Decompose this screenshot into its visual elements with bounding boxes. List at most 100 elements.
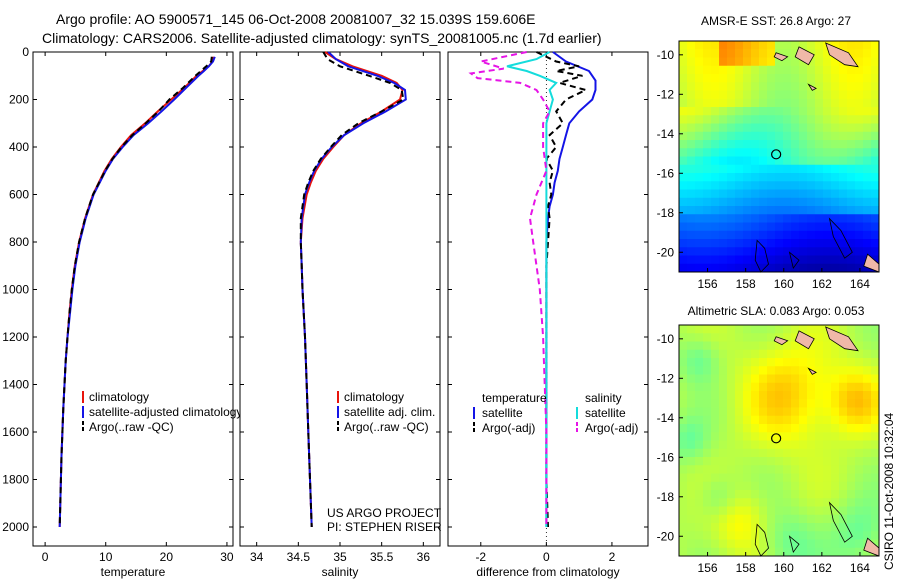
grid-cell	[791, 131, 800, 141]
grid-cell	[751, 230, 760, 240]
grid-cell	[727, 424, 736, 433]
grid-cell	[759, 465, 768, 474]
series-line-argo-raw-qc-	[299, 51, 405, 528]
grid-cell	[863, 457, 872, 466]
grid-cell	[735, 255, 744, 265]
grid-cell	[679, 391, 688, 400]
grid-cell	[719, 358, 728, 367]
grid-cell	[783, 514, 792, 524]
grid-cell	[823, 473, 832, 483]
grid-cell	[727, 255, 736, 265]
grid-cell	[871, 123, 880, 133]
grid-cell	[679, 415, 688, 425]
legend-label: climatology	[344, 390, 404, 404]
y-tick-label: -20	[657, 529, 675, 543]
grid-cell	[743, 123, 752, 133]
grid-cell	[855, 407, 864, 417]
grid-cell	[735, 214, 744, 223]
grid-cell	[775, 415, 784, 425]
reef-outline	[754, 239, 769, 273]
grid-cell	[767, 391, 776, 400]
grid-cell	[743, 156, 752, 166]
grid-cell	[823, 440, 832, 450]
grid-cell	[791, 424, 800, 433]
grid-cell	[855, 415, 864, 425]
grid-cell	[847, 214, 856, 223]
grid-cell	[743, 57, 752, 67]
grid-cell	[831, 57, 840, 67]
grid-cell	[863, 407, 872, 417]
grid-cell	[735, 531, 744, 540]
grid-cell	[823, 349, 832, 359]
grid-cell	[687, 140, 696, 149]
grid-cell	[695, 115, 704, 124]
grid-cell	[767, 65, 776, 75]
grid-cell	[687, 214, 696, 223]
grid-cell	[735, 399, 744, 408]
reef-outline	[754, 523, 769, 557]
grid-cell	[711, 98, 720, 108]
grid-cell	[815, 123, 824, 133]
grid-cell	[807, 399, 816, 408]
grid-cell	[807, 156, 816, 166]
grid-cell	[719, 399, 728, 408]
grid-cell	[679, 164, 688, 174]
grid-cell	[719, 131, 728, 141]
grid-cell	[791, 107, 800, 116]
grid-cell	[743, 349, 752, 359]
y-tick-label: 1200	[2, 330, 29, 344]
grid-cell	[719, 481, 728, 491]
grid-cell	[767, 523, 776, 532]
grid-cell	[791, 498, 800, 507]
grid-cell	[823, 148, 832, 157]
grid-cell	[711, 222, 720, 232]
grid-cell	[719, 473, 728, 483]
grid-cell	[679, 230, 688, 240]
grid-cell	[831, 222, 840, 232]
grid-cell	[871, 74, 880, 83]
grid-cell	[815, 539, 824, 549]
legend-label: satellite	[585, 406, 626, 420]
grid-cell	[847, 41, 856, 50]
grid-cell	[871, 424, 880, 433]
grid-cell	[815, 107, 824, 116]
grid-cell	[831, 181, 840, 190]
grid-cell	[839, 206, 848, 215]
grid-cell	[703, 407, 712, 417]
grid-cell	[711, 333, 720, 342]
grid-cell	[703, 432, 712, 441]
grid-cell	[815, 382, 824, 392]
grid-cell	[831, 349, 840, 359]
grid-cell	[727, 197, 736, 207]
grid-cell	[815, 465, 824, 474]
grid-cell	[743, 148, 752, 157]
grid-cell	[783, 82, 792, 91]
x-tick-label: 162	[812, 561, 832, 575]
grid-cell	[759, 325, 768, 334]
grid-cell	[775, 399, 784, 408]
grid-cell	[767, 341, 776, 351]
grid-cell	[871, 358, 880, 367]
grid-cell	[719, 230, 728, 240]
grid-cell	[791, 523, 800, 532]
grid-cell	[719, 206, 728, 215]
grid-cell	[815, 358, 824, 367]
grid-cell	[743, 164, 752, 174]
grid-cell	[799, 197, 808, 207]
grid-cell	[767, 222, 776, 232]
grid-cell	[831, 156, 840, 166]
grid-cell	[735, 440, 744, 450]
grid-cell	[703, 148, 712, 157]
grid-cell	[775, 140, 784, 149]
grid-cell	[855, 514, 864, 524]
y-tick-label: 600	[9, 188, 29, 202]
grid-cell	[703, 333, 712, 342]
y-tick-label: -18	[657, 206, 675, 220]
grid-cell	[695, 148, 704, 157]
grid-cell	[751, 473, 760, 483]
grid-cell	[871, 490, 880, 499]
grid-cell	[791, 263, 800, 273]
x-tick-label: 156	[698, 277, 718, 291]
grid-cell	[687, 181, 696, 190]
grid-cell	[687, 440, 696, 450]
